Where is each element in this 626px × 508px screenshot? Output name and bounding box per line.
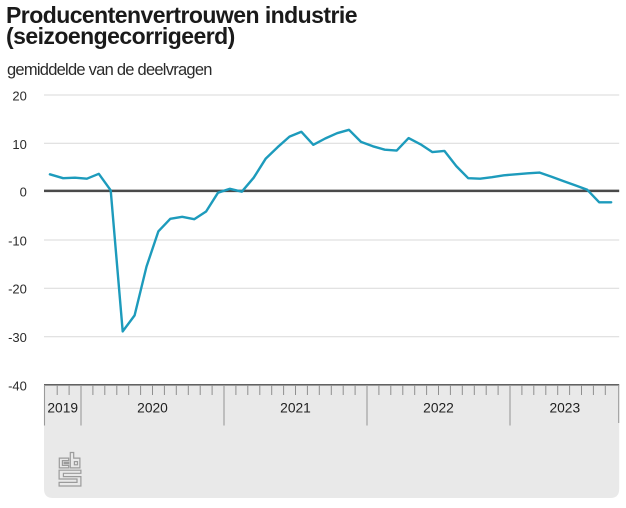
- svg-text:0: 0: [20, 185, 27, 200]
- svg-text:2022: 2022: [423, 401, 454, 416]
- svg-text:(seizoengecorrigeerd): (seizoengecorrigeerd): [6, 23, 235, 49]
- svg-text:-30: -30: [8, 330, 27, 345]
- svg-text:-20: -20: [8, 282, 27, 297]
- svg-text:2021: 2021: [280, 401, 311, 416]
- svg-text:20: 20: [12, 89, 26, 104]
- svg-text:-40: -40: [8, 378, 27, 393]
- svg-text:2023: 2023: [549, 401, 580, 416]
- svg-text:2020: 2020: [137, 401, 168, 416]
- svg-text:10: 10: [12, 137, 26, 152]
- svg-text:-10: -10: [8, 233, 27, 248]
- svg-text:2019: 2019: [47, 401, 78, 416]
- svg-text:gemiddelde van de deelvragen: gemiddelde van de deelvragen: [7, 61, 212, 79]
- svg-text:Producentenvertrouwen industri: Producentenvertrouwen industrie: [6, 2, 357, 28]
